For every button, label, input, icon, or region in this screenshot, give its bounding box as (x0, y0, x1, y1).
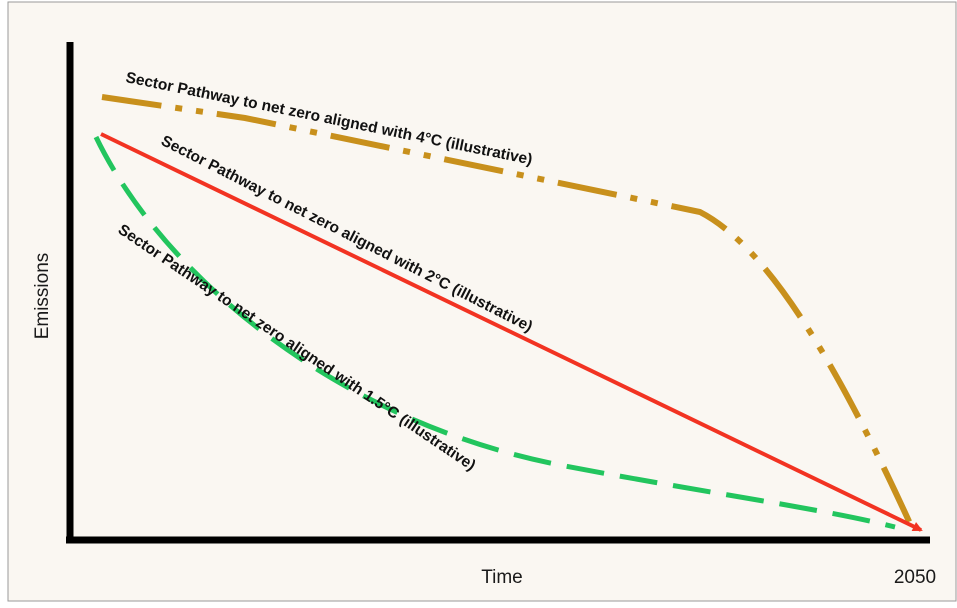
y-axis-label: Emissions (32, 253, 53, 340)
background-panel (7, 1, 957, 602)
x-axis-label: Time (481, 567, 523, 588)
pathway-1-5c-line (93, 135, 896, 530)
pathway-4c-line (101, 94, 916, 532)
pathway-2c-line (100, 132, 923, 532)
x-axis-end-tick: 2050 (894, 567, 936, 588)
